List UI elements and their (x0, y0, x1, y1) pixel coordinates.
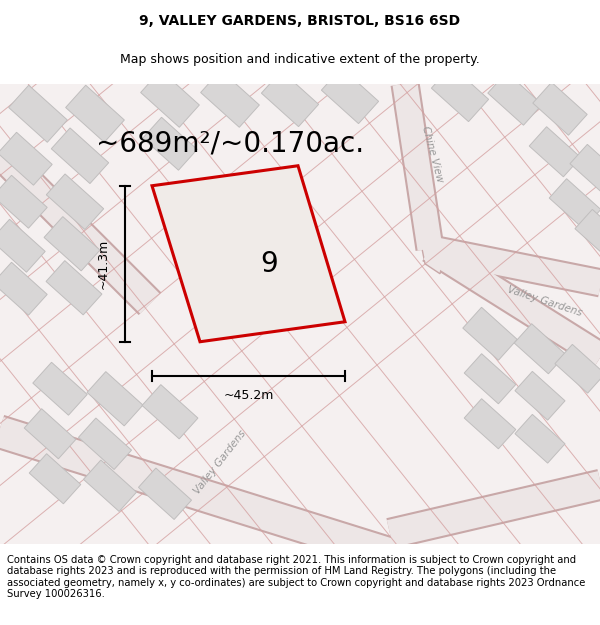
Polygon shape (8, 85, 67, 142)
Polygon shape (529, 127, 581, 177)
Polygon shape (515, 414, 565, 463)
Polygon shape (152, 166, 345, 342)
Text: 9, VALLEY GARDENS, BRISTOL, BS16 6SD: 9, VALLEY GARDENS, BRISTOL, BS16 6SD (139, 14, 461, 28)
Polygon shape (570, 144, 600, 193)
Polygon shape (33, 362, 87, 415)
Polygon shape (575, 209, 600, 258)
Polygon shape (549, 179, 600, 229)
Polygon shape (83, 460, 137, 511)
Text: Contains OS data © Crown copyright and database right 2021. This information is : Contains OS data © Crown copyright and d… (7, 554, 586, 599)
Polygon shape (200, 70, 259, 128)
Text: Chine View: Chine View (419, 124, 445, 183)
Text: ~689m²/~0.170ac.: ~689m²/~0.170ac. (96, 130, 364, 158)
Polygon shape (555, 344, 600, 393)
Polygon shape (44, 217, 100, 271)
Polygon shape (139, 468, 191, 519)
Polygon shape (322, 68, 379, 124)
Polygon shape (262, 71, 319, 127)
Text: 9: 9 (260, 250, 278, 278)
Polygon shape (65, 85, 124, 142)
Text: ~41.3m: ~41.3m (97, 239, 110, 289)
Polygon shape (46, 261, 102, 315)
Polygon shape (143, 118, 197, 170)
Polygon shape (79, 418, 131, 469)
Text: Valley Gardens: Valley Gardens (506, 285, 584, 319)
Polygon shape (0, 132, 52, 185)
Text: Map shows position and indicative extent of the property.: Map shows position and indicative extent… (120, 53, 480, 66)
Polygon shape (0, 262, 47, 315)
Polygon shape (140, 70, 199, 128)
Polygon shape (488, 72, 542, 125)
Polygon shape (0, 219, 45, 272)
Polygon shape (52, 128, 109, 184)
Polygon shape (46, 174, 104, 229)
Polygon shape (87, 372, 143, 426)
Polygon shape (142, 384, 198, 439)
Polygon shape (431, 66, 488, 122)
Polygon shape (29, 454, 81, 504)
Polygon shape (515, 371, 565, 420)
Polygon shape (0, 84, 600, 544)
Text: ~45.2m: ~45.2m (223, 389, 274, 402)
Polygon shape (420, 239, 445, 274)
Polygon shape (464, 354, 516, 404)
Polygon shape (0, 175, 47, 228)
Polygon shape (463, 308, 517, 360)
Polygon shape (533, 82, 587, 135)
Polygon shape (24, 409, 76, 459)
Polygon shape (464, 399, 516, 449)
Text: Valley Gardens: Valley Gardens (192, 428, 248, 496)
Polygon shape (514, 324, 566, 374)
